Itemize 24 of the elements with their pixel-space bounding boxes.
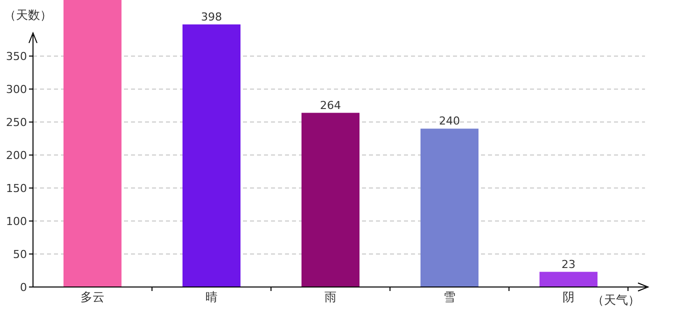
bar — [540, 272, 598, 287]
bar — [182, 24, 240, 287]
y-tick-label: 150 — [6, 182, 27, 196]
data-label: 240 — [439, 114, 460, 128]
x-tick-label: 雨 — [324, 290, 336, 304]
x-tick-label: 晴 — [206, 290, 218, 304]
data-label: 398 — [201, 10, 222, 24]
bar — [302, 112, 360, 287]
y-tick-label: 100 — [6, 215, 27, 228]
y-tick-label: 300 — [6, 83, 27, 96]
bar — [420, 128, 478, 287]
y-tick-label: 50 — [13, 248, 27, 262]
y-tick-label: 200 — [6, 149, 27, 162]
y-tick-label: 250 — [6, 116, 27, 130]
y-tick-label: 0 — [20, 281, 27, 294]
y-tick-label: 350 — [6, 50, 27, 64]
x-axis-title: （天气） — [592, 293, 640, 307]
x-tick-label: 多云 — [80, 290, 104, 304]
x-tick-label: 阴 — [562, 290, 574, 304]
data-label: 264 — [320, 98, 341, 112]
y-axis-title: （天数） — [4, 8, 52, 22]
data-label: 23 — [562, 258, 576, 271]
bar — [64, 0, 122, 287]
x-tick-label: 雪 — [444, 290, 456, 304]
